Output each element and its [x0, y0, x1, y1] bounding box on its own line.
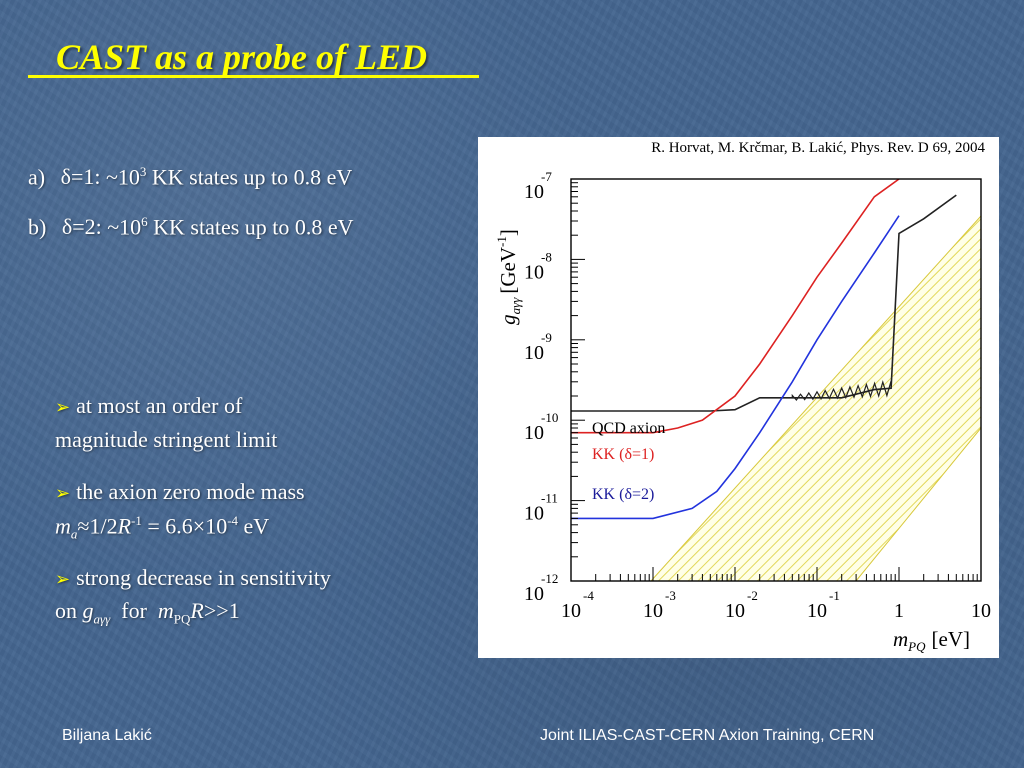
title-underline: [28, 75, 479, 78]
bullet-3-line-1: ➢ strong decrease in sensitivity: [55, 565, 331, 591]
y-tick-label: 10: [524, 181, 544, 203]
bullet-3-line-2: on gaγγ for mPQR>>1: [55, 598, 240, 627]
mass-symbol: m: [55, 513, 71, 539]
y-tick-label: 10: [524, 342, 544, 364]
y-axis-label: gaγγ[GeV-1]: [494, 229, 523, 325]
y-tick-label: 10: [524, 422, 544, 444]
citation: R. Horvat, M. Krčmar, B. Lakić, Phys. Re…: [651, 140, 985, 156]
case-b-text: KK states up to 0.8 eV: [153, 214, 354, 240]
y-tick-label: 10: [524, 503, 544, 525]
x-tick-label: 10: [725, 600, 745, 622]
case-b-exponent: 6: [141, 214, 148, 229]
case-b-label: b): [28, 214, 47, 240]
case-b: b) δ=2: ~106 KK states up to 0.8 eV: [28, 214, 354, 240]
x-tick-exponent: -2: [747, 588, 758, 603]
y-tick-exponent: -10: [541, 410, 558, 425]
case-a-exponent: 3: [139, 164, 147, 179]
legend-qcd-axion: QCD axion: [592, 420, 665, 437]
radius-symbol: R: [117, 513, 132, 539]
case-b-delta: δ=2:: [61, 214, 102, 240]
case-a-approx: ~10: [105, 164, 140, 190]
kk-delta-1-curve: [571, 179, 900, 434]
coupling-subscript: aγγ: [93, 611, 111, 627]
case-a-delta: δ=1:: [60, 164, 101, 190]
on-text: on: [55, 598, 83, 623]
x-tick-exponent: -1: [829, 588, 840, 603]
bullet-1-line-2: magnitude stringent limit: [55, 427, 278, 452]
footer-author: Biljana Lakić: [62, 727, 152, 744]
case-b-approx: ~10: [107, 214, 142, 240]
y-tick-label: 10: [524, 261, 544, 283]
y-tick-exponent: -9: [541, 330, 552, 345]
bullet-1-text: at most an order of: [76, 393, 243, 418]
mass-value: = 6.6×10: [141, 513, 228, 539]
pq-radius-symbol: R: [190, 598, 204, 623]
y-tick-exponent: -11: [541, 491, 558, 506]
pq-mass-symbol: m: [157, 598, 174, 623]
x-tick-label: 10: [971, 600, 991, 622]
bullet-2-line-2: ma≈1/2R-1 = 6.6×10-4 eV: [55, 513, 269, 543]
mass-unit: eV: [238, 513, 270, 539]
x-tick-label: 10: [807, 600, 827, 622]
footer-event: Joint ILIAS-CAST-CERN Axion Training, CE…: [540, 727, 875, 744]
bullet-2-line-1: ➢ the axion zero mode mass: [55, 479, 305, 505]
approx-text: ≈1/2: [77, 513, 118, 539]
case-a-text: KK states up to 0.8 eV: [151, 164, 353, 190]
qcd-axion-curve: [571, 194, 957, 412]
much-greater-text: >>1: [203, 598, 240, 623]
plot-frame: [570, 178, 982, 582]
bullet-arrow-icon: ➢: [55, 397, 71, 417]
kk-delta-2-curve: [571, 215, 900, 520]
y-tick-label: 10: [524, 583, 544, 605]
for-text: for: [110, 598, 158, 623]
x-tick-exponent: -3: [665, 588, 676, 603]
pq-subscript: PQ: [173, 611, 191, 627]
y-tick-exponent: -12: [541, 571, 558, 586]
coupling-symbol: g: [82, 598, 94, 623]
bullet-1-line-1: ➢ at most an order of: [55, 393, 242, 419]
legend-kk-delta-1: KK (δ=1): [592, 446, 654, 463]
bullet-arrow-icon: ➢: [55, 569, 71, 589]
case-a-label: a): [28, 164, 46, 190]
bullet-2-text: the axion zero mode mass: [76, 479, 305, 504]
mass-subscript: a: [70, 526, 78, 542]
qcd-resonance-wiggles: [791, 380, 892, 401]
legend-kk-delta-2: KK (δ=2): [592, 486, 654, 503]
x-tick-label: 10: [643, 600, 663, 622]
radius-exponent: -1: [131, 513, 142, 528]
bullet-arrow-icon: ➢: [55, 483, 71, 503]
slide-title: CAST as a probe of LED: [56, 37, 428, 77]
y-tick-exponent: -8: [541, 249, 552, 264]
figure-panel: R. Horvat, M. Krčmar, B. Lakić, Phys. Re…: [478, 137, 999, 658]
x-axis-label: mPQ [eV]: [893, 627, 970, 654]
case-a: a) δ=1: ~103 KK states up to 0.8 eV: [28, 164, 352, 190]
bullet-3-text: strong decrease in sensitivity: [76, 565, 331, 590]
x-tick-label: 1: [894, 600, 904, 622]
coupling-limit-plot: R. Horvat, M. Krčmar, B. Lakić, Phys. Re…: [494, 140, 991, 654]
x-tick-exponent: -4: [583, 588, 594, 603]
x-tick-label: 10: [561, 600, 581, 622]
mass-exponent: -4: [227, 513, 239, 528]
band-edge-right: [855, 427, 981, 581]
y-tick-exponent: -7: [541, 169, 552, 184]
